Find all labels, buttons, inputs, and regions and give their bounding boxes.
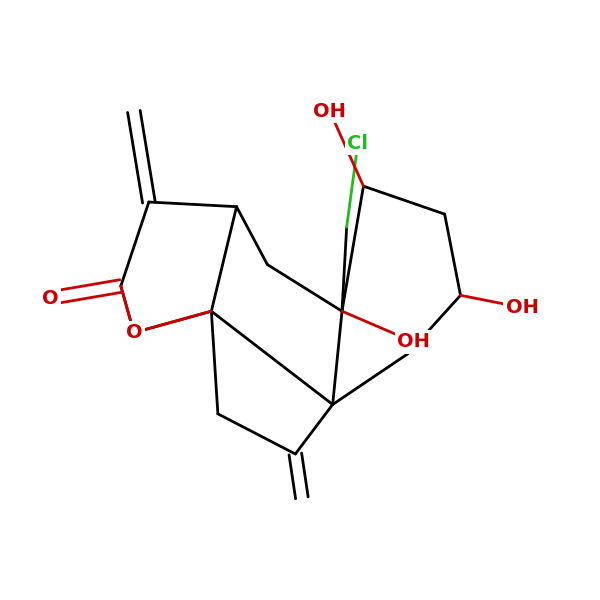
Text: OH: OH xyxy=(506,298,539,317)
Text: OH: OH xyxy=(313,102,346,121)
Text: OH: OH xyxy=(397,332,430,352)
Text: O: O xyxy=(41,289,58,308)
Text: O: O xyxy=(125,323,142,342)
Text: Cl: Cl xyxy=(347,134,368,153)
